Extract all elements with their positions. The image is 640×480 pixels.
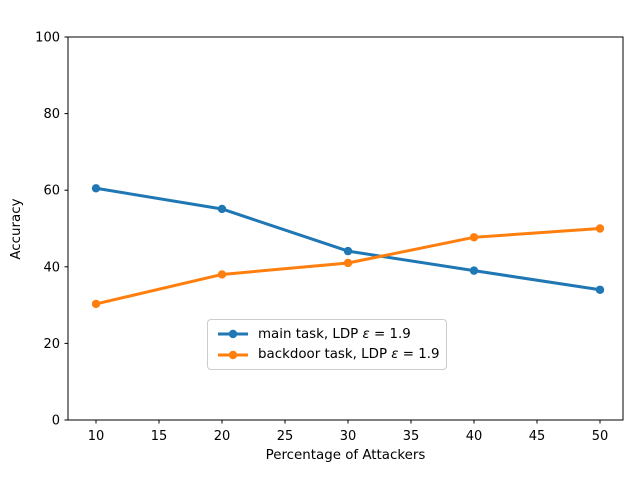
legend-label-backdoor-task-value: = 1.9: [398, 347, 440, 363]
x-tick-label: 15: [151, 429, 168, 444]
legend-item-backdoor-task: backdoor task, LDP ε = 1.9: [216, 347, 440, 362]
epsilon-symbol: ε: [362, 326, 370, 342]
series-main-task: [91, 184, 605, 294]
data-point-main-task-30: [343, 246, 353, 256]
x-axis-ticks: 10 15 20 25 30 35 40 45 50: [88, 420, 609, 444]
x-tick-label: 40: [466, 429, 483, 444]
data-point-backdoor-task-30: [343, 258, 353, 268]
y-tick-label: 100: [35, 31, 60, 46]
y-axis-label: Accuracy: [8, 198, 24, 260]
data-point-backdoor-task-10: [91, 299, 101, 309]
data-point-main-task-20: [217, 204, 227, 214]
x-tick-label: 25: [277, 429, 294, 444]
plot-border: [67, 36, 624, 421]
x-axis-label: Percentage of Attackers: [265, 448, 426, 463]
y-tick-label: 80: [43, 107, 60, 122]
x-tick-label: 50: [592, 429, 609, 444]
data-point-backdoor-task-50: [595, 224, 605, 233]
data-point-backdoor-task-20: [217, 270, 227, 279]
data-point-main-task-40: [469, 266, 479, 275]
legend-label-backdoor-task-prefix: backdoor task, LDP: [258, 347, 392, 363]
y-tick-label: 60: [43, 184, 60, 199]
legend-label-main-task-prefix: main task, LDP: [258, 326, 363, 342]
x-tick-label: 10: [88, 429, 105, 444]
y-tick-label: 20: [43, 337, 60, 352]
x-tick-label: 35: [403, 429, 420, 444]
data-point-main-task-10: [91, 184, 101, 193]
y-axis-ticks: 0 20 40 60 80 100: [35, 31, 68, 429]
legend-line-main-task-icon: [218, 330, 248, 339]
y-tick-label: 0: [52, 414, 60, 429]
legend-line-backdoor-task-icon: [218, 350, 248, 359]
epsilon-symbol: ε: [391, 347, 399, 363]
x-tick-label: 45: [529, 429, 546, 444]
legend-label-backdoor-task: backdoor task, LDP ε = 1.9: [258, 347, 440, 362]
data-point-main-task-50: [595, 285, 605, 294]
x-tick-label: 30: [340, 429, 357, 444]
legend-label-main-task: main task, LDP ε = 1.9: [258, 327, 411, 342]
x-tick-label: 20: [214, 429, 231, 444]
data-point-backdoor-task-40: [469, 233, 479, 242]
series-backdoor-task: [91, 224, 605, 309]
legend-label-main-task-value: = 1.9: [369, 326, 411, 342]
line-main-task: [94, 186, 602, 292]
legend: main task, LDP ε = 1.9 backdoor task, LD…: [207, 319, 447, 370]
legend-item-main-task: main task, LDP ε = 1.9: [216, 327, 438, 342]
y-tick-label: 40: [43, 260, 60, 275]
